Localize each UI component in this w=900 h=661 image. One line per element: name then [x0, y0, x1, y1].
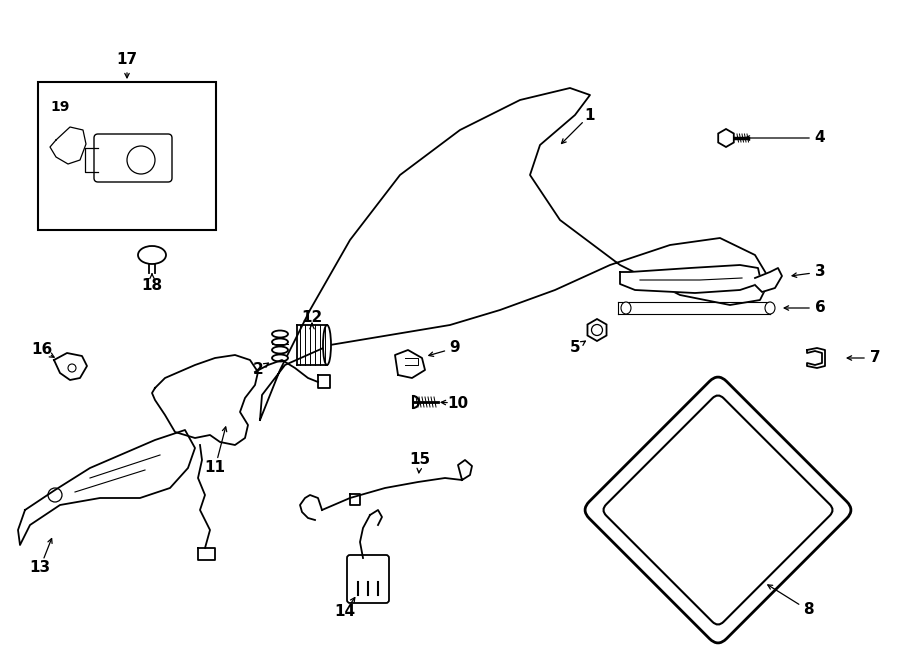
- Ellipse shape: [765, 302, 775, 314]
- Text: 2: 2: [253, 362, 264, 377]
- Polygon shape: [54, 353, 87, 380]
- Polygon shape: [50, 127, 86, 164]
- FancyBboxPatch shape: [585, 377, 850, 643]
- FancyBboxPatch shape: [347, 555, 389, 603]
- Ellipse shape: [272, 354, 288, 362]
- Polygon shape: [18, 430, 195, 545]
- Ellipse shape: [621, 302, 631, 314]
- FancyBboxPatch shape: [94, 134, 172, 182]
- Polygon shape: [620, 265, 760, 293]
- Text: 11: 11: [204, 461, 226, 475]
- Text: 18: 18: [141, 278, 163, 293]
- Text: 7: 7: [869, 350, 880, 366]
- Text: 16: 16: [32, 342, 52, 358]
- Text: 17: 17: [116, 52, 138, 67]
- Text: 1: 1: [585, 108, 595, 122]
- Ellipse shape: [272, 338, 288, 346]
- Polygon shape: [395, 350, 425, 378]
- Polygon shape: [152, 355, 258, 445]
- Text: 9: 9: [450, 340, 460, 356]
- Text: 8: 8: [803, 602, 814, 617]
- Ellipse shape: [272, 330, 288, 338]
- Text: 19: 19: [50, 100, 69, 114]
- Text: 15: 15: [410, 453, 430, 467]
- Ellipse shape: [138, 246, 166, 264]
- Text: 12: 12: [302, 311, 322, 325]
- Bar: [38, 82, 216, 230]
- Polygon shape: [755, 268, 782, 292]
- Polygon shape: [807, 348, 825, 368]
- Ellipse shape: [323, 325, 331, 365]
- Text: 4: 4: [814, 130, 825, 145]
- Text: 13: 13: [30, 561, 50, 576]
- Ellipse shape: [272, 346, 288, 354]
- Text: 3: 3: [814, 264, 825, 280]
- FancyBboxPatch shape: [603, 395, 832, 625]
- Text: 6: 6: [814, 301, 825, 315]
- Text: 14: 14: [335, 605, 356, 619]
- Text: 10: 10: [447, 395, 469, 410]
- Text: 5: 5: [570, 340, 580, 356]
